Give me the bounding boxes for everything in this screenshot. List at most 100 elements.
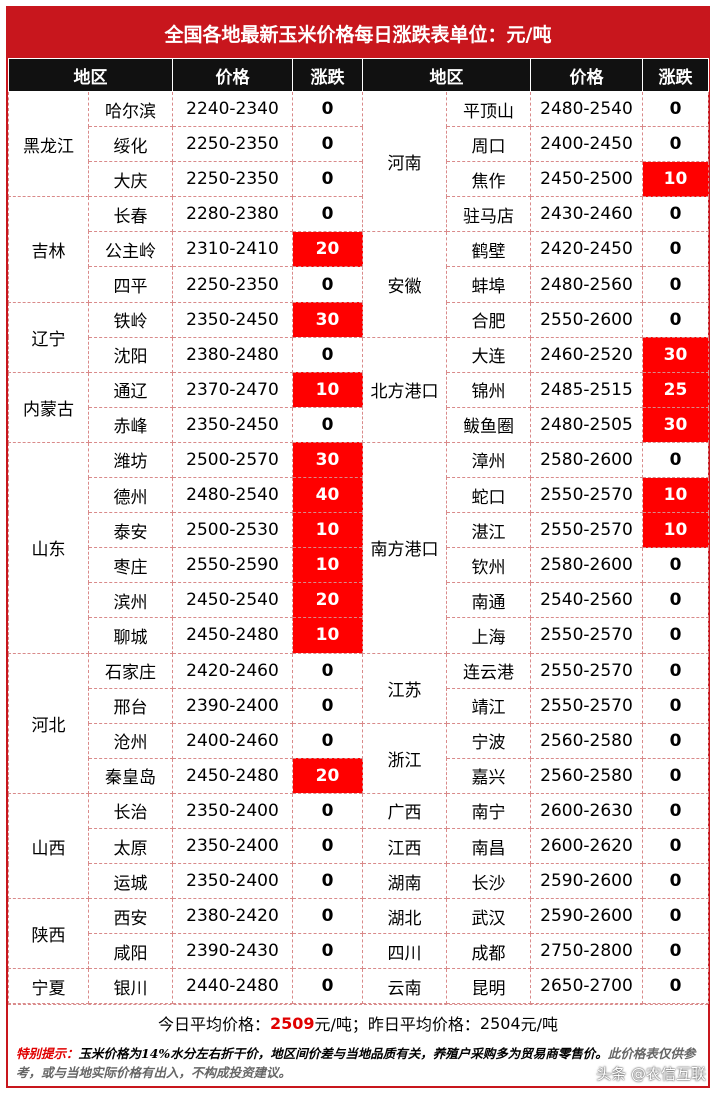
right-city-cell: 宁波 (446, 722, 531, 759)
yesterday-avg-label: 昨日平均价格： (367, 1015, 480, 1035)
right-change-cell: 0 (642, 757, 709, 794)
table-row: 山东 潍坊 2500-2570 30 南方港口 漳州 2580-2600 0 (8, 441, 709, 654)
left-price-cell: 2250-2350 (172, 161, 293, 198)
right-city-cell: 漳州 (446, 441, 531, 479)
left-region-cell: 陕西 (8, 898, 89, 970)
left-city-cell: 赤峰 (88, 406, 173, 443)
table-row: 吉林 长春 2280-2380 0 驻马店 2430-2460 0 (8, 196, 709, 303)
right-region-cell: 浙江 (362, 722, 447, 794)
table-row: 沈阳 2380-2480 0 北方港口 大连 2460-2520 30 (9, 336, 709, 443)
left-price-cell: 2350-2400 (172, 827, 293, 865)
watermark-text: 头条 @农信互联 (596, 1065, 706, 1083)
left-price-cell: 2350-2400 (172, 863, 293, 900)
table-row: 邢台 2390-2400 0 靖江 2550-2570 0 (9, 687, 709, 724)
right-price-cell: 2540-2560 (530, 582, 643, 619)
right-region-cell: 南方港口 (362, 441, 447, 654)
right-price-cell: 2450-2500 (530, 161, 643, 198)
right-change-cell: 0 (642, 547, 709, 584)
left-city-cell: 公主岭 (88, 231, 173, 268)
left-city-cell: 沧州 (88, 722, 173, 759)
left-price-cell: 2350-2400 (172, 792, 293, 829)
right-city-cell: 武汉 (446, 898, 531, 935)
right-city-cell: 长沙 (446, 863, 531, 900)
left-price-cell: 2420-2460 (172, 652, 293, 689)
right-change-cell: 0 (642, 231, 709, 268)
left-change-cell: 0 (292, 968, 363, 1005)
right-city-cell: 锦州 (446, 371, 531, 408)
right-city-cell: 驻马店 (446, 196, 531, 233)
table-row: 辽宁 铁岭 2350-2450 30 合肥 2550-2600 0 (8, 301, 709, 373)
right-region-cell: 湖北 (362, 898, 447, 935)
left-change-cell: 0 (292, 336, 363, 373)
today-avg-unit: 元/吨； (314, 1015, 368, 1035)
right-region-cell: 北方港口 (362, 336, 447, 443)
right-price-cell: 2480-2505 (530, 406, 643, 443)
today-avg-value: 2509 (269, 1013, 315, 1033)
right-city-cell: 昆明 (446, 968, 531, 1005)
table-row: 内蒙古 通辽 2370-2470 10 锦州 2485-2515 25 (8, 371, 709, 443)
left-region-cell: 山东 (8, 441, 89, 654)
right-price-cell: 2550-2570 (530, 687, 643, 724)
right-change-cell: 0 (642, 441, 709, 479)
right-price-cell: 2400-2450 (530, 126, 643, 163)
right-city-cell: 钦州 (446, 547, 531, 584)
right-price-cell: 2590-2600 (530, 898, 643, 935)
left-price-cell: 2500-2530 (172, 512, 293, 549)
right-change-cell: 0 (642, 652, 709, 689)
notice-text: 玉米价格为14%水分左右折干价，地区间价差与当地品质有关， (78, 1046, 433, 1062)
left-price-cell: 2370-2470 (172, 371, 293, 408)
right-city-cell: 嘉兴 (446, 757, 531, 794)
right-city-cell: 平顶山 (446, 90, 531, 128)
right-city-cell: 鹤壁 (446, 231, 531, 268)
left-region-cell: 山西 (8, 792, 89, 900)
left-change-cell: 10 (292, 371, 363, 408)
right-price-cell: 2600-2620 (530, 827, 643, 865)
right-price-cell: 2550-2570 (530, 512, 643, 549)
left-price-cell: 2250-2350 (172, 126, 293, 163)
right-region-cell: 广西 (362, 792, 447, 829)
table-row: 赤峰 2350-2450 0 鲅鱼圈 2480-2505 30 (9, 406, 709, 443)
left-price-cell: 2440-2480 (172, 968, 293, 1005)
left-change-cell: 0 (292, 266, 363, 303)
left-price-cell: 2550-2590 (172, 547, 293, 584)
table-row: 山西 长治 2350-2400 0 广西 南宁 2600-2630 0 (8, 792, 709, 900)
right-change-cell: 0 (642, 90, 709, 128)
left-change-cell: 10 (292, 512, 363, 549)
left-city-cell: 铁岭 (88, 301, 173, 338)
right-city-cell: 蛇口 (446, 477, 531, 514)
right-price-cell: 2560-2580 (530, 722, 643, 759)
right-city-cell: 湛江 (446, 512, 531, 549)
right-change-cell: 0 (642, 968, 709, 1005)
right-price-cell: 2460-2520 (530, 336, 643, 373)
left-region-cell: 内蒙古 (8, 371, 89, 443)
right-change-cell: 30 (642, 406, 709, 443)
left-change-cell: 40 (292, 477, 363, 514)
right-price-cell: 2550-2600 (530, 301, 643, 338)
notice-text-2: 养殖户采购多为贸易商零售价。 (432, 1046, 608, 1062)
table-row: 滨州 2450-2540 20 南通 2540-2560 0 (9, 582, 709, 619)
left-change-cell: 0 (292, 652, 363, 689)
left-change-cell: 0 (292, 722, 363, 759)
right-price-cell: 2550-2570 (530, 652, 643, 689)
yesterday-avg-value: 2504 (479, 1013, 521, 1033)
left-city-cell: 长春 (88, 196, 173, 233)
right-price-cell: 2420-2450 (530, 231, 643, 268)
left-price-cell: 2390-2400 (172, 687, 293, 724)
right-price-cell: 2590-2600 (530, 863, 643, 900)
header-region-left: 地区 (8, 58, 173, 92)
left-region-cell: 辽宁 (8, 301, 89, 373)
header-price-right: 价格 (530, 58, 643, 92)
right-region-cell: 湖南 (362, 863, 447, 900)
table-row: 运城 2350-2400 0 湖南 长沙 2590-2600 0 (9, 863, 709, 900)
table-row: 沧州 2400-2460 0 浙江 宁波 2560-2580 0 (9, 722, 709, 794)
table-row: 聊城 2450-2480 10 上海 2550-2570 0 (9, 617, 709, 654)
right-city-cell: 南昌 (446, 827, 531, 865)
left-change-cell: 20 (292, 231, 363, 268)
right-change-cell: 10 (642, 512, 709, 549)
left-change-cell: 30 (292, 441, 363, 479)
table-row: 公主岭 2310-2410 20 安徽 鹤壁 2420-2450 0 (9, 231, 709, 338)
price-table: 地区 价格 涨跌 地区 价格 涨跌 黑龙江 哈尔滨 2240-2340 0 河南 平顶山 2… (8, 58, 709, 1005)
left-city-cell: 邢台 (88, 687, 173, 724)
left-price-cell: 2480-2540 (172, 477, 293, 514)
left-change-cell: 0 (292, 687, 363, 724)
